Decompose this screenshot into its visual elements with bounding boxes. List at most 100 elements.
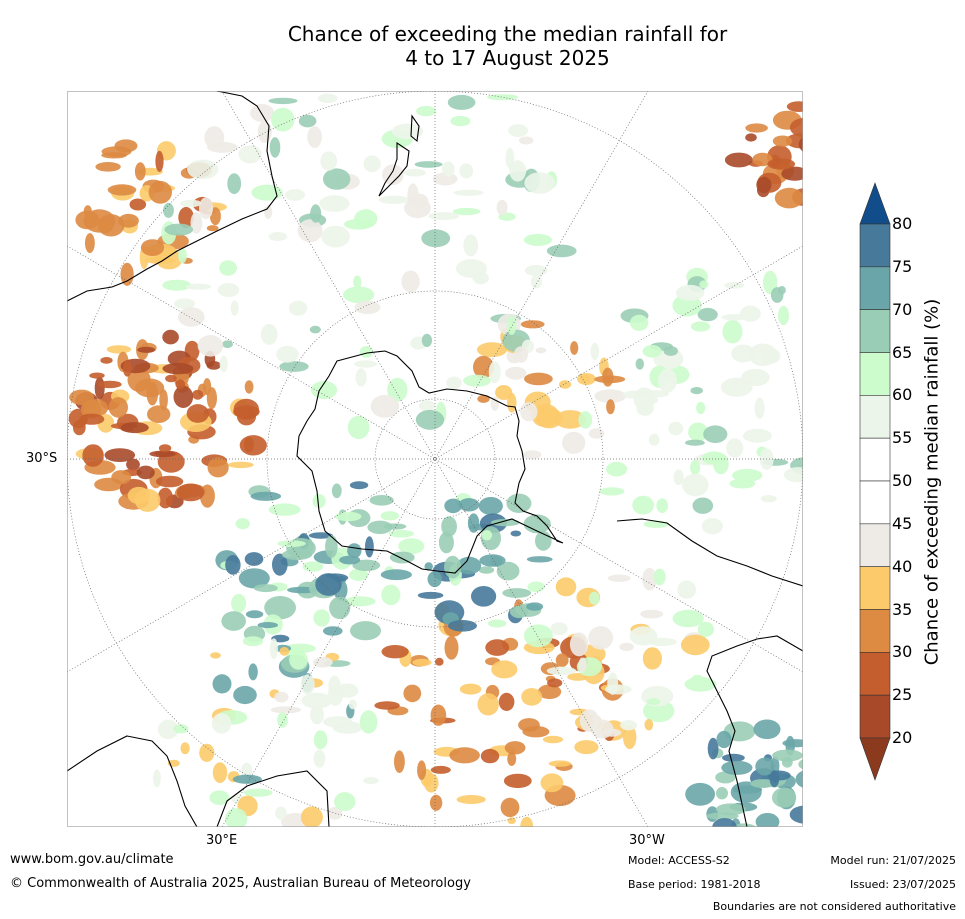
probability-cell	[518, 718, 540, 732]
probability-cell	[126, 458, 140, 471]
probability-cell	[677, 580, 696, 599]
probability-cell	[675, 284, 705, 301]
probability-cell	[244, 380, 254, 394]
probability-cell	[244, 437, 254, 453]
probability-cell	[772, 787, 797, 808]
probability-cell	[774, 187, 803, 209]
probability-cell	[157, 487, 173, 509]
colorbar-bin	[859, 309, 891, 353]
website-link[interactable]: www.bom.gov.au/climate	[10, 852, 174, 867]
probability-cell	[473, 355, 494, 379]
probability-cell	[547, 678, 563, 688]
probability-cell	[401, 270, 420, 293]
copyright-text: © Commonwealth of Australia 2025, Austra…	[10, 876, 471, 891]
probability-cell	[506, 315, 517, 335]
probability-cell	[742, 428, 772, 443]
probability-cell	[250, 103, 275, 123]
colorbar-tick-label: 40	[892, 556, 913, 576]
probability-cell	[178, 307, 205, 327]
colorbar-bin	[859, 523, 891, 567]
model-text: Model: ACCESS-S2	[628, 854, 730, 867]
probability-cell	[97, 380, 122, 389]
probability-cell	[428, 212, 460, 221]
chart-title: Chance of exceeding the median rainfall …	[0, 22, 965, 70]
probability-cell	[311, 380, 338, 400]
probability-cell	[83, 209, 116, 233]
probability-cell	[750, 779, 776, 788]
probability-cell	[414, 161, 443, 168]
probability-cell	[435, 657, 444, 666]
probability-cell	[152, 769, 161, 788]
probability-cell	[701, 451, 726, 465]
graticule-circle-60s	[266, 290, 604, 628]
probability-cell	[94, 376, 105, 400]
probability-cell	[175, 379, 185, 390]
south-america-outline	[616, 518, 803, 827]
probability-cell	[380, 569, 412, 581]
probability-cell	[387, 377, 408, 402]
probability-cell	[588, 626, 614, 650]
probability-cell	[111, 470, 132, 485]
probability-cell	[147, 405, 171, 424]
probability-cell	[581, 375, 590, 384]
probability-cell	[546, 244, 577, 258]
probability-cell	[207, 457, 229, 478]
probability-cell	[636, 400, 654, 416]
probability-cell	[206, 361, 221, 370]
probability-cell	[270, 706, 302, 714]
probability-cell	[354, 209, 378, 229]
probability-cell	[696, 401, 706, 415]
colorbar-bin	[859, 694, 891, 739]
probability-cell	[789, 805, 803, 824]
probability-cell	[506, 493, 532, 513]
probability-cell	[349, 568, 369, 581]
disclaimer-text: Boundaries are not considered authoritat…	[712, 900, 956, 913]
probability-cell	[227, 173, 242, 194]
probability-cell	[319, 195, 350, 212]
probability-cell	[260, 323, 278, 345]
probability-cell	[653, 568, 666, 586]
probability-cell	[786, 101, 803, 112]
probability-cell	[459, 163, 474, 179]
probability-cell	[365, 536, 374, 558]
probability-cell	[264, 596, 296, 620]
colorbar-tick-label: 35	[892, 599, 913, 619]
probability-cell	[690, 387, 703, 395]
probability-cell	[690, 321, 711, 332]
probability-cell	[370, 394, 400, 418]
probability-cell	[354, 300, 381, 314]
probability-cell	[162, 279, 192, 291]
probability-cell	[723, 721, 756, 742]
probability-cell	[680, 634, 710, 656]
probability-cell	[309, 325, 321, 334]
colorbar-tick-label: 70	[892, 299, 913, 319]
probability-cell	[691, 674, 704, 682]
probability-cell	[606, 461, 628, 477]
probability-cell	[490, 396, 499, 411]
probability-cell	[323, 716, 353, 728]
probability-cell	[684, 676, 717, 692]
probability-cell	[778, 305, 789, 326]
probability-cell	[430, 704, 447, 726]
probability-cell	[646, 698, 661, 706]
probability-cell	[210, 652, 221, 659]
probability-cell	[505, 366, 527, 380]
probability-cell	[477, 394, 490, 403]
probability-cell	[619, 642, 634, 652]
probability-cell	[300, 806, 323, 827]
probability-cell	[348, 699, 357, 710]
probability-cell	[527, 581, 545, 593]
probability-cell	[323, 626, 343, 636]
probability-cell	[298, 114, 317, 128]
probability-cell	[537, 684, 562, 700]
probability-cell	[107, 184, 137, 196]
probability-cell	[403, 168, 426, 177]
probability-cell	[570, 341, 579, 355]
probability-cell	[211, 713, 232, 734]
colorbar-bin	[859, 352, 891, 396]
probability-cell	[308, 532, 333, 539]
probability-cell	[578, 657, 587, 673]
probability-cell	[620, 720, 637, 731]
probability-cell	[476, 342, 508, 358]
probability-cell	[481, 530, 493, 541]
